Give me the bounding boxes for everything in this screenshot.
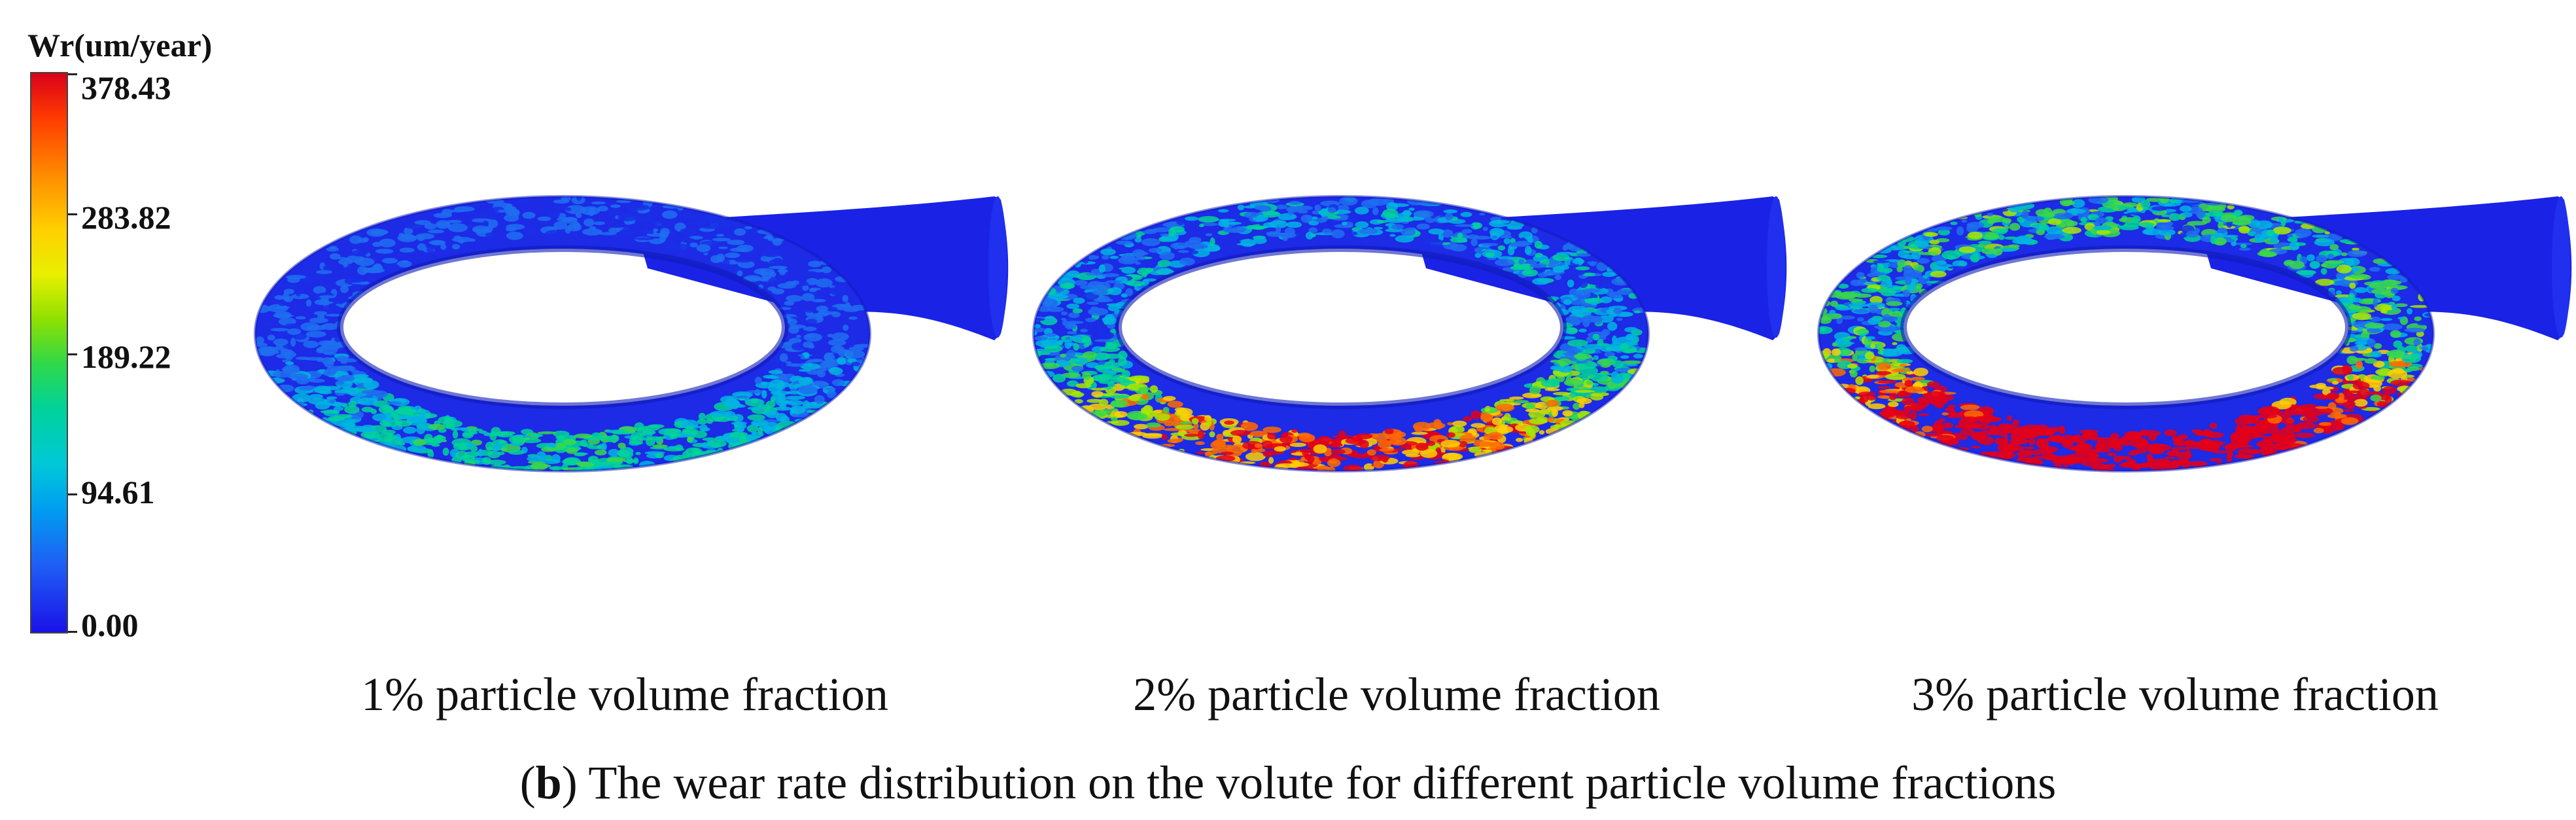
colorbar-label: 283.82 — [81, 199, 171, 236]
colorbar-label: 94.61 — [81, 474, 155, 510]
colorbar-label-min: 0.00 — [81, 607, 139, 643]
colorbar-label-max: 378.43 — [81, 69, 171, 106]
panel-caption-2: 2% particle volume fraction — [1133, 668, 1660, 721]
colorbar-tick — [68, 213, 77, 215]
colorbar-tick — [68, 353, 77, 355]
colorbar-title: Wr(um/year) — [27, 27, 213, 63]
colorbar-tick — [68, 73, 77, 75]
volute-render-3pct — [1817, 195, 2572, 472]
colorbar-tick — [68, 493, 77, 495]
colorbar-tick — [68, 631, 77, 633]
colorbar-label: 189.22 — [81, 338, 171, 375]
volute-render-1pct — [254, 195, 1009, 472]
panel-caption-1: 1% particle volume fraction — [361, 668, 888, 721]
figure-caption: (b) The wear rate distribution on the vo… — [519, 757, 2057, 809]
figure-label: b — [535, 757, 562, 809]
colorbar — [30, 72, 68, 633]
figure-caption-text: The wear rate distribution on the volute… — [588, 757, 2057, 809]
volute-render-2pct — [1032, 195, 1787, 472]
panel-caption-3: 3% particle volume fraction — [1911, 668, 2439, 721]
